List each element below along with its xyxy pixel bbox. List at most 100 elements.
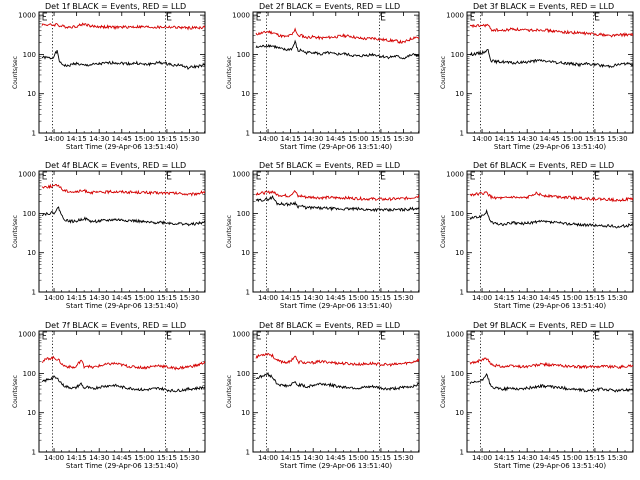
lld-series-line	[41, 183, 205, 197]
y-tick-label: 10	[27, 90, 36, 98]
segment-marker-glyph	[256, 12, 261, 21]
x-axis-label: Start Time (29-Apr-06 13:51:40)	[280, 462, 392, 470]
plot-frame	[252, 170, 420, 293]
y-tick-label: 1	[460, 289, 464, 297]
x-tick-label: 14:30	[517, 294, 537, 302]
lld-series-line	[469, 357, 633, 370]
plot-frame	[38, 170, 206, 293]
x-tick-label: 14:30	[303, 294, 323, 302]
x-tick-label: 14:30	[517, 454, 537, 462]
plot-title: Det 1f BLACK = Events, RED = LLD	[45, 2, 186, 11]
x-tick-label: 14:15	[281, 454, 301, 462]
x-axis-label: Start Time (29-Apr-06 13:51:40)	[280, 302, 392, 310]
plot-title: Det 9f BLACK = Events, RED = LLD	[473, 321, 614, 330]
x-tick-label: 14:30	[303, 135, 323, 143]
x-tick-label: 14:00	[44, 135, 64, 143]
lld-series-line	[41, 355, 205, 371]
plot-title: Det 2f BLACK = Events, RED = LLD	[259, 2, 400, 11]
plot-frame	[252, 330, 420, 453]
x-tick-label: 15:30	[393, 454, 413, 462]
y-axis-label: Counts/sec	[226, 56, 233, 89]
plot-title: Det 8f BLACK = Events, RED = LLD	[259, 321, 400, 330]
detector-plot: Det 1f BLACK = Events, RED = LLD 14:00 14:…	[12, 2, 206, 151]
x-tick-label: 14:15	[281, 135, 301, 143]
y-tick-label: 100	[237, 370, 250, 378]
x-axis-label: Start Time (29-Apr-06 13:51:40)	[66, 462, 178, 470]
segment-marker-glyph	[381, 12, 386, 21]
x-axis-label: Start Time (29-Apr-06 13:51:40)	[494, 462, 606, 470]
y-tick-label: 10	[27, 249, 36, 257]
y-tick-label: 10	[455, 249, 464, 257]
segment-marker-glyph	[167, 171, 172, 180]
x-axis-label: Start Time (29-Apr-06 13:51:40)	[494, 143, 606, 151]
y-tick-label: 10	[241, 409, 250, 417]
segment-marker-glyph	[595, 331, 600, 340]
x-tick-label: 14:15	[495, 454, 515, 462]
lld-series-line	[255, 27, 419, 44]
y-axis-label: Counts/sec	[226, 375, 233, 408]
segment-marker-glyph	[470, 171, 475, 180]
segment-marker-glyph	[167, 12, 172, 21]
plot-title: Det 7f BLACK = Events, RED = LLD	[45, 321, 186, 330]
x-tick-label: 14:45	[540, 294, 560, 302]
lld-series-line	[255, 190, 419, 202]
segment-marker-glyph	[167, 331, 172, 340]
events-series-line	[255, 194, 419, 213]
x-tick-label: 15:00	[134, 294, 154, 302]
x-tick-label: 15:00	[562, 135, 582, 143]
segment-marker-glyph	[595, 171, 600, 180]
x-tick-label: 15:00	[562, 454, 582, 462]
segment-marker-glyph	[42, 12, 47, 21]
y-axis-label: Counts/sec	[12, 375, 19, 408]
segment-marker-glyph	[256, 171, 261, 180]
x-tick-label: 14:00	[258, 135, 278, 143]
plot-title: Det 6f BLACK = Events, RED = LLD	[473, 161, 614, 170]
x-tick-label: 14:00	[258, 294, 278, 302]
x-tick-label: 14:30	[89, 294, 109, 302]
y-tick-label: 10	[455, 90, 464, 98]
x-tick-label: 14:15	[67, 294, 87, 302]
x-tick-label: 14:00	[44, 294, 64, 302]
x-tick-label: 15:15	[157, 135, 177, 143]
x-tick-label: 15:15	[371, 135, 391, 143]
x-tick-label: 15:30	[607, 454, 627, 462]
x-tick-label: 15:00	[348, 294, 368, 302]
y-axis-label: Counts/sec	[440, 215, 447, 248]
lld-series-line	[41, 22, 205, 31]
x-tick-label: 14:30	[89, 135, 109, 143]
y-axis-label: Counts/sec	[440, 375, 447, 408]
x-tick-label: 14:00	[44, 454, 64, 462]
y-tick-label: 1	[32, 289, 36, 297]
x-tick-label: 14:15	[67, 454, 87, 462]
events-series-line	[42, 206, 205, 227]
x-tick-label: 15:15	[157, 294, 177, 302]
x-tick-label: 14:00	[258, 454, 278, 462]
x-tick-label: 14:00	[472, 135, 492, 143]
y-tick-label: 100	[237, 51, 250, 59]
y-tick-label: 100	[237, 210, 250, 218]
x-tick-label: 15:00	[348, 454, 368, 462]
y-axis-label: Counts/sec	[440, 56, 447, 89]
y-tick-label: 1000	[18, 12, 36, 20]
x-axis-label: Start Time (29-Apr-06 13:51:40)	[494, 302, 606, 310]
y-tick-label: 100	[451, 51, 464, 59]
x-tick-label: 15:30	[179, 454, 199, 462]
plot-frame	[466, 170, 634, 293]
y-tick-label: 1000	[446, 331, 464, 339]
segment-marker-glyph	[381, 171, 386, 180]
y-tick-label: 100	[23, 51, 36, 59]
y-tick-label: 1	[246, 449, 250, 457]
y-tick-label: 10	[241, 249, 250, 257]
x-tick-label: 14:45	[112, 454, 132, 462]
x-tick-label: 15:15	[585, 135, 605, 143]
x-tick-label: 15:15	[585, 454, 605, 462]
y-tick-label: 10	[455, 409, 464, 417]
x-axis-label: Start Time (29-Apr-06 13:51:40)	[66, 302, 178, 310]
detector-plot: Det 8f BLACK = Events, RED = LLD 14:00 14:…	[226, 321, 420, 470]
y-tick-label: 1	[32, 449, 36, 457]
x-tick-label: 14:00	[472, 294, 492, 302]
segment-marker-glyph	[470, 12, 475, 21]
lld-series-line	[469, 23, 633, 38]
x-tick-label: 14:15	[495, 135, 515, 143]
events-series-line	[469, 49, 633, 69]
